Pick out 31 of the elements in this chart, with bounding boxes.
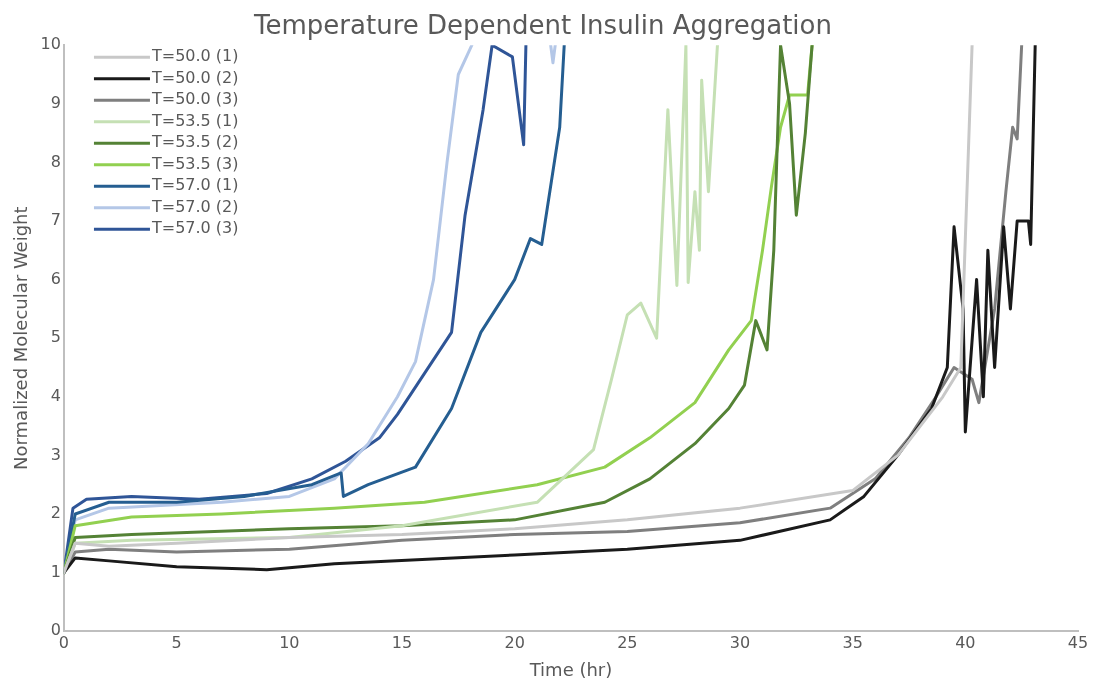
x-tick-label: 5 xyxy=(171,632,182,652)
legend-label: T=53.5 (1) xyxy=(150,110,239,130)
legend-label: T=50.0 (3) xyxy=(150,89,239,109)
y-tick-label: 4 xyxy=(50,385,61,405)
legend-label: T=50.0 (2) xyxy=(150,67,239,87)
y-tick-label: 1 xyxy=(50,561,61,581)
x-tick-label: 30 xyxy=(729,632,751,652)
x-axis-title: Time (hr) xyxy=(528,658,613,680)
x-tick-label: 40 xyxy=(955,632,976,652)
y-tick-label: 9 xyxy=(50,92,61,112)
legend-label: T=53.5 (2) xyxy=(150,132,239,152)
x-tick-label: 35 xyxy=(842,632,863,652)
legend-label: T=57.0 (3) xyxy=(150,218,239,238)
x-tick-label: 10 xyxy=(279,632,300,652)
legend-label: T=57.0 (2) xyxy=(150,196,239,216)
y-tick-label: 8 xyxy=(50,151,61,171)
legend-label: T=50.0 (1) xyxy=(150,46,239,66)
x-tick-label: 15 xyxy=(391,632,413,652)
legend-label: T=57.0 (1) xyxy=(150,175,239,195)
y-tick-label: 3 xyxy=(50,444,61,464)
chart-title: Temperature Dependent Insulin Aggregation xyxy=(253,10,832,41)
legend-label: T=53.5 (3) xyxy=(150,153,239,173)
y-tick-label: 10 xyxy=(40,34,61,54)
y-tick-label: 5 xyxy=(50,327,61,347)
y-tick-label: 2 xyxy=(50,503,61,523)
y-tick-label: 7 xyxy=(50,210,61,230)
y-axis-title: Normalized Molecular Weight xyxy=(10,206,32,470)
y-tick-label: 6 xyxy=(50,268,61,288)
x-tick-label: 20 xyxy=(504,632,525,652)
x-tick-label: 25 xyxy=(617,632,638,652)
x-tick-label: 45 xyxy=(1067,632,1089,652)
